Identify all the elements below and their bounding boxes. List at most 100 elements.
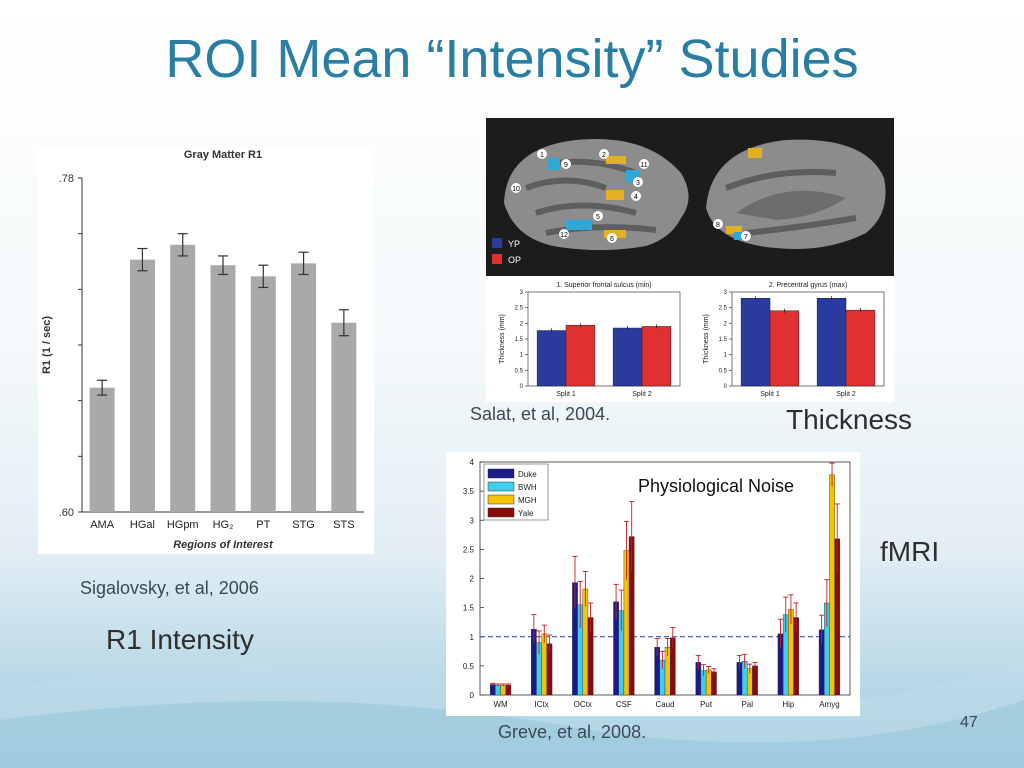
- x-tick-label: PT: [256, 519, 270, 531]
- caption-greve: Greve, et al, 2008.: [498, 722, 647, 742]
- y-tick-label: 3: [520, 290, 524, 296]
- y-tick-label: 3: [470, 516, 475, 525]
- x-tick-label: Hip: [782, 700, 795, 709]
- x-tick-label: ICtx: [535, 700, 549, 709]
- region-label: 4: [634, 194, 638, 201]
- region-label: 6: [610, 236, 614, 243]
- region-label: 5: [596, 214, 600, 221]
- caption-r1-intensity: R1 Intensity: [106, 624, 254, 655]
- y-axis-label: Thickness (mm): [703, 314, 710, 364]
- y-tick-label: 1.5: [463, 604, 475, 613]
- legend-label: MGH: [518, 496, 537, 505]
- lateral-hemisphere: [504, 138, 689, 251]
- bar: [565, 324, 596, 387]
- legend-swatch: [487, 481, 515, 492]
- r1-chart-panel: Gray Matter R1 .78 .60 R1 (1 / sec) AMA HGal H…: [38, 146, 374, 554]
- legend-swatch-yp: [492, 238, 502, 248]
- region-label: 10: [512, 186, 520, 193]
- x-tick-label: OCtx: [574, 700, 592, 709]
- legend-label: BWH: [518, 483, 537, 492]
- y-tick-label: 2: [520, 321, 524, 327]
- bar: [291, 263, 317, 512]
- x-tick-label: WM: [493, 700, 508, 709]
- bar: [541, 633, 548, 696]
- bar: [829, 474, 835, 696]
- chart-title: Gray Matter R1: [184, 149, 262, 161]
- y-tick-label: 2.5: [463, 545, 475, 554]
- legend-swatch-op: [492, 254, 502, 264]
- legend-swatch: [487, 468, 515, 479]
- caption-fmri: fMRI: [880, 536, 940, 567]
- x-tick-label: HG₂: [213, 519, 234, 531]
- r1-chart: Gray Matter R1 .78 .60 R1 (1 / sec) AMA HGal H…: [41, 149, 364, 551]
- legend-swatch: [487, 507, 515, 518]
- x-tick-label: Split 1: [760, 391, 780, 398]
- y-tick-label: 1.5: [719, 337, 728, 343]
- thickness-chart-pcg: 2. Precentral gyrus (max) 0 0.5 1 1.5 2 2.5 3 Th…: [703, 282, 885, 398]
- legend-label-op: OP: [508, 255, 521, 265]
- caption-sigalovsky: Sigalovsky, et al, 2006: [80, 578, 259, 598]
- region-label: 7: [744, 234, 748, 241]
- caption-thickness: Thickness: [786, 404, 913, 435]
- y-tick-label: 0.5: [515, 368, 524, 374]
- region-label: 8: [716, 222, 720, 229]
- y-tick-label: 3.5: [463, 487, 475, 496]
- bar: [769, 310, 800, 387]
- region-labels: 1 2 3 4 5 6 7 8 9 10 11 12: [511, 149, 751, 243]
- y-tick-label: 1: [470, 633, 475, 642]
- thickness-chart-sfs: 1. Superior frontal sulcus (min) 0 0.5 1 1.5…: [499, 282, 681, 398]
- y-tick-label: 2.5: [515, 306, 524, 312]
- legend-label: Duke: [518, 470, 537, 479]
- y-tick-label: 3: [724, 290, 728, 296]
- region-label: 1: [540, 152, 544, 159]
- caption-salat: Salat, et al, 2004.: [470, 404, 611, 424]
- bar: [536, 330, 567, 387]
- bar: [489, 684, 496, 696]
- y-tick-label: 0.5: [719, 368, 728, 374]
- brain-legend: YP OP: [492, 238, 521, 265]
- x-tick-label: AMA: [90, 519, 115, 531]
- y-tick-label: .60: [59, 507, 74, 519]
- y-tick-label: .78: [59, 173, 74, 185]
- y-tick-label: 2: [470, 575, 475, 584]
- bar: [740, 298, 771, 387]
- y-tick-label: 1: [520, 353, 524, 359]
- y-tick-label: 0: [724, 384, 728, 390]
- x-tick-label: HGpm: [167, 519, 199, 531]
- x-tick-label: Split 2: [836, 391, 856, 398]
- legend-label-yp: YP: [508, 239, 520, 249]
- bar: [816, 298, 847, 387]
- x-tick-label: STS: [333, 519, 354, 531]
- bar: [711, 671, 717, 696]
- bar: [331, 322, 357, 512]
- x-tick-label: HGal: [130, 519, 155, 531]
- bar: [845, 309, 876, 387]
- chart-title: 2. Precentral gyrus (max): [769, 282, 848, 289]
- x-tick-label: Split 2: [632, 391, 652, 398]
- x-tick-label: Caud: [655, 700, 674, 709]
- noise-chart-panel: 0 0.5 1 1.5 2 2.5 3 3.5 4 WM ICtx OCtx CSF Caud Put Pal…: [446, 452, 860, 716]
- x-tick-label: STG: [292, 519, 315, 531]
- x-tick-label: Pal: [741, 700, 753, 709]
- y-tick-label: 2: [724, 321, 728, 327]
- region-label: 2: [602, 152, 606, 159]
- y-tick-label: 0.5: [463, 662, 475, 671]
- legend-swatch: [487, 494, 515, 505]
- y-tick-label: 2.5: [719, 306, 728, 312]
- x-tick-label: Amyg: [819, 700, 839, 709]
- region-label: 3: [636, 180, 640, 187]
- y-tick-label: 0: [520, 384, 524, 390]
- thickness-figure: 1 2 3 4 5 6 7 8 9 10 11 12 YP OP 1. Supe…: [486, 118, 894, 402]
- y-axis-label: R1 (1 / sec): [41, 316, 53, 374]
- region-label: 9: [564, 162, 568, 169]
- y-axis-label: Thickness (mm): [499, 314, 506, 364]
- x-tick-label: Put: [700, 700, 713, 709]
- physiological-noise-chart: 0 0.5 1 1.5 2 2.5 3 3.5 4 WM ICtx OCtx CSF Caud Put Pal…: [463, 458, 851, 709]
- slide-title: ROI Mean “Intensity” Studies: [165, 29, 859, 89]
- legend-label: Yale: [518, 509, 534, 518]
- y-tick-label: 1: [724, 353, 728, 359]
- bar: [129, 259, 155, 512]
- region-label: 11: [640, 162, 647, 169]
- bar: [250, 276, 276, 512]
- page-number: 47: [960, 714, 978, 731]
